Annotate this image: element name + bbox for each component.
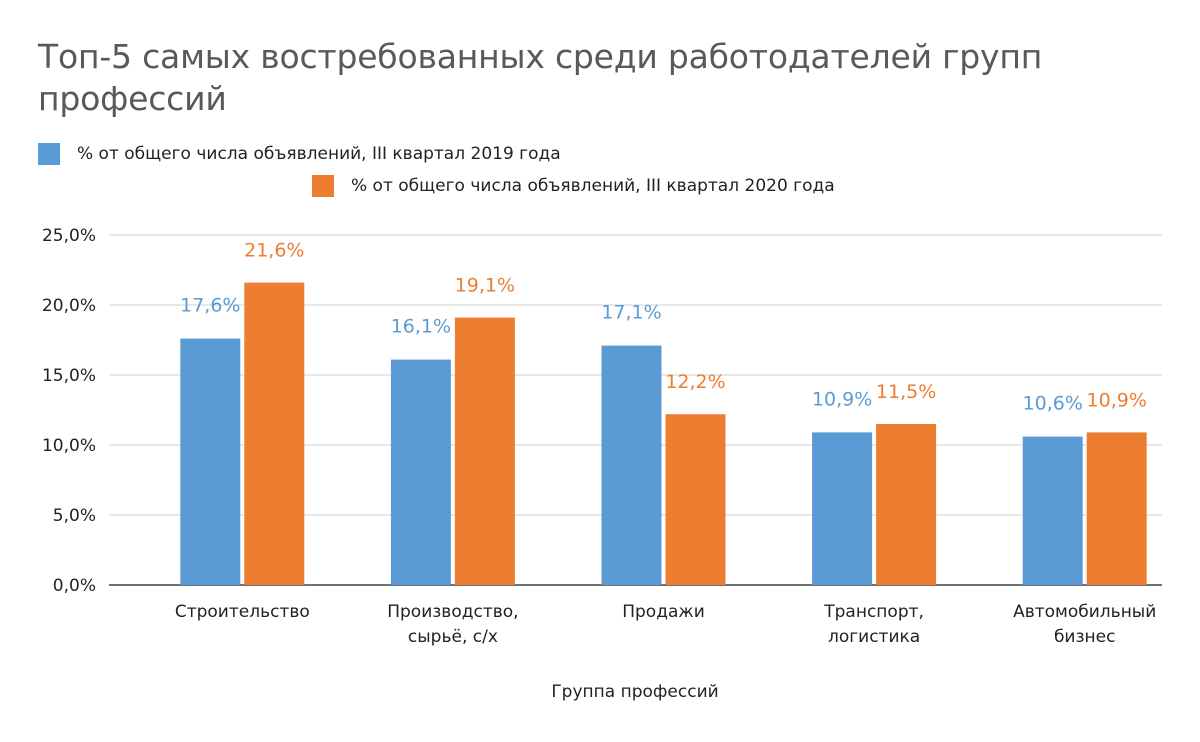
data-label: 17,1% — [601, 302, 661, 324]
data-label: 10,6% — [1023, 393, 1083, 415]
legend-item-2020: % от общего числа объявлений, III кварта… — [312, 175, 835, 197]
y-tick-label: 0,0% — [53, 576, 96, 596]
data-label: 17,6% — [180, 295, 240, 317]
y-tick-label: 15,0% — [42, 366, 96, 386]
data-label: 19,1% — [455, 275, 515, 297]
bar-2020 — [244, 282, 305, 585]
chart-title: Топ-5 самых востребованных среди работод… — [38, 37, 1043, 118]
data-label: 16,1% — [391, 316, 451, 338]
bar-2019 — [390, 359, 451, 585]
y-tick-label: 20,0% — [42, 296, 96, 316]
legend-label-2019: % от общего числа объявлений, III кварта… — [77, 144, 561, 164]
data-label: 12,2% — [665, 371, 725, 393]
legend-item-2019: % от общего числа объявлений, III кварта… — [38, 143, 561, 165]
y-tick-label: 5,0% — [53, 506, 96, 526]
legend-label-2020: % от общего числа объявлений, III кварта… — [351, 176, 835, 196]
x-tick-label: логистика — [828, 627, 920, 647]
x-tick-label: Автомобильный — [1013, 602, 1156, 622]
bar-2019 — [180, 338, 241, 585]
x-axis-title: Группа профессий — [551, 682, 719, 702]
x-tick-label: Строительство — [175, 602, 310, 622]
x-tick-label: сырьё, с/х — [408, 627, 498, 647]
bar-2019 — [812, 432, 873, 585]
bar-2020 — [454, 317, 515, 585]
data-label: 21,6% — [244, 240, 304, 262]
x-tick-label: Продажи — [622, 602, 705, 622]
bar-2020 — [1086, 432, 1147, 585]
data-label: 11,5% — [876, 381, 936, 403]
legend-swatch-2020 — [312, 175, 334, 197]
data-label: 10,9% — [812, 388, 872, 410]
bar-2020 — [665, 414, 726, 585]
x-tick-label: Производство, — [387, 602, 518, 622]
data-label: 10,9% — [1087, 389, 1147, 411]
y-tick-label: 25,0% — [42, 226, 96, 246]
legend-swatch-2019 — [38, 143, 60, 165]
bar-2020 — [876, 424, 937, 585]
bar-2019 — [601, 345, 662, 585]
y-tick-label: 10,0% — [42, 436, 96, 456]
bar-2019 — [1022, 436, 1083, 585]
x-tick-label: бизнес — [1054, 627, 1116, 647]
x-tick-label: Транспорт, — [823, 602, 924, 622]
